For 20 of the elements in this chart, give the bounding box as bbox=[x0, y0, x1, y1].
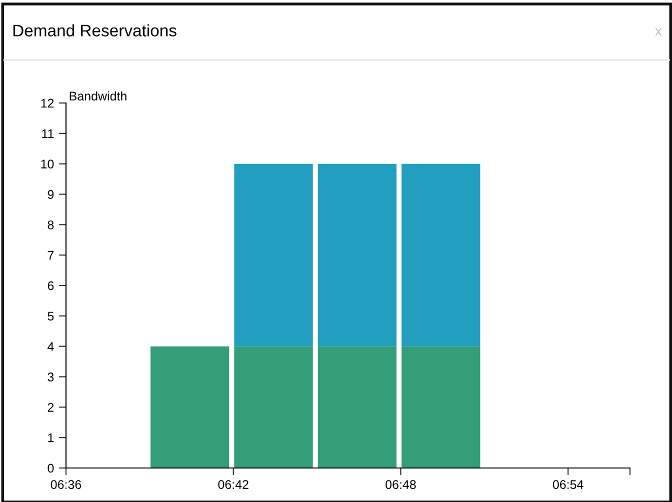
x-tick-label: 06:54 bbox=[552, 480, 584, 489]
y-tick-label: 1 bbox=[48, 434, 54, 442]
y-tick-label: 12 bbox=[41, 98, 54, 108]
y-tick-label: 0 bbox=[48, 464, 54, 473]
x-tick-label: 06:42 bbox=[218, 480, 248, 489]
y-tick-label: 10 bbox=[41, 160, 54, 168]
y-tick-label: 8 bbox=[48, 220, 54, 230]
y-tick-label: 6 bbox=[48, 281, 54, 290]
y-tick-label: 11 bbox=[42, 129, 54, 138]
text: x bbox=[655, 28, 662, 36]
x-tick-label: 06:36 bbox=[50, 480, 82, 489]
y-tick-label: 9 bbox=[48, 190, 54, 199]
y-tick-label: 7 bbox=[48, 251, 54, 260]
y-tick-label: 4 bbox=[48, 342, 54, 351]
chart-title: Demand Reservations bbox=[13, 24, 176, 36]
y-tick-label: 5 bbox=[48, 312, 54, 321]
y-tick-label: 2 bbox=[48, 402, 54, 412]
x-tick-label: 06:48 bbox=[386, 480, 416, 489]
y-axis-title: Bandwidth bbox=[70, 91, 126, 101]
y-tick-label: 3 bbox=[48, 372, 54, 382]
